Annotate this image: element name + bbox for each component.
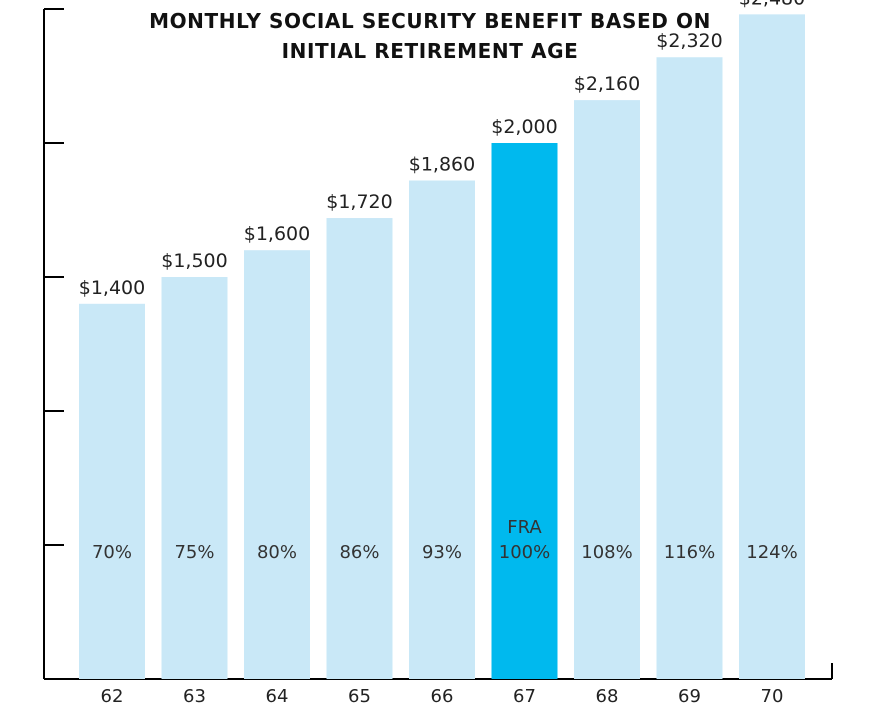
fra-label: FRA	[507, 517, 542, 538]
bar	[326, 218, 393, 680]
bar	[79, 303, 145, 679]
bar	[409, 180, 475, 679]
bar-percent-label: 70%	[92, 542, 132, 563]
bar-percent-label: 108%	[581, 542, 632, 563]
x-tick-label: 65	[348, 686, 371, 707]
bar	[574, 100, 640, 680]
bar-value-label: $2,320	[656, 30, 722, 52]
bar-value-label: $1,500	[161, 250, 227, 272]
bar	[161, 277, 228, 679]
chart-title: MONTHLY SOCIAL SECURITY BENEFIT BASED ON…	[110, 6, 750, 66]
x-tick-label: 63	[183, 686, 206, 707]
x-tick-label: 64	[266, 686, 289, 707]
chart-title-line-2: INITIAL RETIREMENT AGE	[281, 39, 579, 63]
bar	[244, 250, 310, 679]
bar-value-label: $1,720	[326, 191, 392, 213]
bar-percent-label: 116%	[664, 542, 715, 563]
bar-value-label: $2,160	[574, 73, 640, 95]
bar-percent-label: 86%	[339, 542, 379, 563]
x-tick-label: 70	[761, 686, 784, 707]
bar	[656, 57, 723, 680]
bar-highlight	[491, 143, 558, 679]
bar	[739, 14, 805, 680]
bar-percent-label: 75%	[174, 542, 214, 563]
bar-value-label: $1,860	[409, 154, 475, 176]
bar-percent-label: 124%	[746, 542, 797, 563]
bar-percent-label: 100%	[499, 542, 550, 563]
chart-title-line-1: MONTHLY SOCIAL SECURITY BENEFIT BASED ON	[149, 9, 711, 33]
x-tick-label: 62	[101, 686, 124, 707]
bar-percent-label: 93%	[422, 542, 462, 563]
bar-value-label: $2,000	[491, 116, 557, 138]
bar-value-label: $1,600	[244, 223, 310, 245]
bar-value-label: $2,480	[739, 0, 805, 9]
x-tick-label: 66	[431, 686, 454, 707]
bar-value-label: $1,400	[79, 277, 145, 299]
x-tick-label: 67	[513, 686, 536, 707]
x-tick-label: 69	[678, 686, 701, 707]
x-tick-label: 68	[596, 686, 619, 707]
bar-percent-label: 80%	[257, 542, 297, 563]
